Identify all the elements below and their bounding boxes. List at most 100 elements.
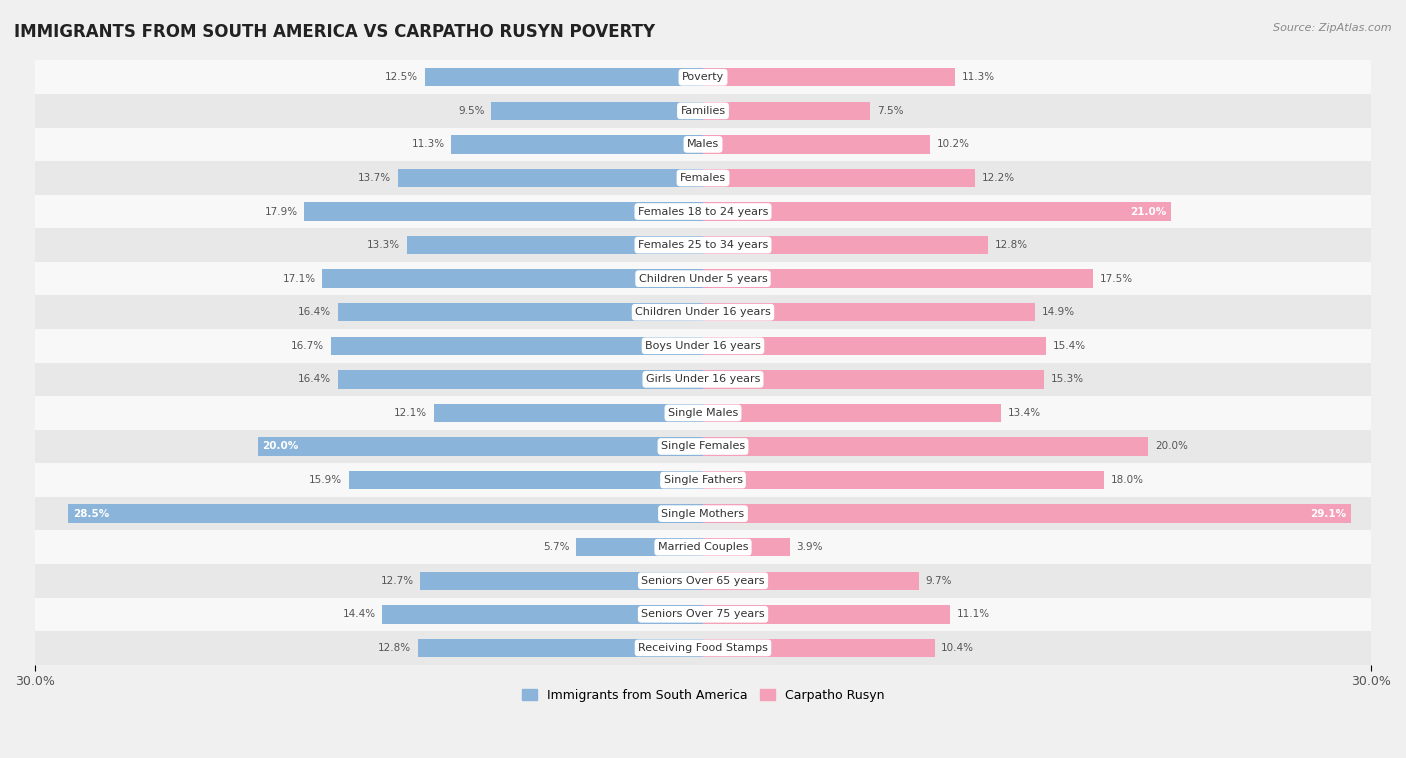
Text: 14.4%: 14.4% [343,609,375,619]
Bar [703,605,950,624]
Bar [322,269,703,288]
Text: Poverty: Poverty [682,72,724,83]
Text: Single Females: Single Females [661,441,745,452]
Bar [703,337,1046,355]
Text: Children Under 5 years: Children Under 5 years [638,274,768,283]
Text: 18.0%: 18.0% [1111,475,1143,485]
Bar [35,463,1371,496]
Text: Boys Under 16 years: Boys Under 16 years [645,341,761,351]
Bar [257,437,703,456]
Bar [425,68,703,86]
Bar [703,68,955,86]
Bar [35,396,1371,430]
Bar [35,195,1371,228]
Text: 17.5%: 17.5% [1099,274,1132,283]
Bar [451,135,703,154]
Text: Seniors Over 75 years: Seniors Over 75 years [641,609,765,619]
Text: Single Mothers: Single Mothers [661,509,745,518]
Bar [703,269,1092,288]
Bar [703,504,1351,523]
Bar [703,202,1171,221]
Text: 11.1%: 11.1% [957,609,990,619]
Bar [703,639,935,657]
Bar [35,228,1371,262]
Bar [703,102,870,120]
Text: 12.1%: 12.1% [394,408,427,418]
Bar [703,471,1104,489]
Text: 13.3%: 13.3% [367,240,401,250]
Bar [330,337,703,355]
Bar [398,169,703,187]
Text: 12.5%: 12.5% [385,72,418,83]
Bar [35,329,1371,362]
Bar [703,572,920,590]
Bar [35,564,1371,597]
Bar [703,236,988,255]
Bar [406,236,703,255]
Text: Single Males: Single Males [668,408,738,418]
Text: 16.4%: 16.4% [298,307,330,317]
Text: Females: Females [681,173,725,183]
Text: 3.9%: 3.9% [797,542,823,552]
Text: 28.5%: 28.5% [73,509,110,518]
Bar [703,437,1149,456]
Bar [35,94,1371,127]
Bar [35,430,1371,463]
Text: 16.7%: 16.7% [291,341,325,351]
Text: 9.5%: 9.5% [458,106,485,116]
Bar [35,496,1371,531]
Bar [304,202,703,221]
Text: 9.7%: 9.7% [925,576,952,586]
Bar [35,262,1371,296]
Text: IMMIGRANTS FROM SOUTH AMERICA VS CARPATHO RUSYN POVERTY: IMMIGRANTS FROM SOUTH AMERICA VS CARPATH… [14,23,655,41]
Text: 10.4%: 10.4% [941,643,974,653]
Bar [418,639,703,657]
Bar [703,404,1001,422]
Bar [703,303,1035,321]
Bar [703,538,790,556]
Text: 5.7%: 5.7% [543,542,569,552]
Text: 12.8%: 12.8% [994,240,1028,250]
Bar [492,102,703,120]
Text: Source: ZipAtlas.com: Source: ZipAtlas.com [1274,23,1392,33]
Text: 12.7%: 12.7% [381,576,413,586]
Text: 16.4%: 16.4% [298,374,330,384]
Bar [35,531,1371,564]
Text: 7.5%: 7.5% [877,106,903,116]
Bar [703,169,974,187]
Text: Single Fathers: Single Fathers [664,475,742,485]
Bar [576,538,703,556]
Text: Females 18 to 24 years: Females 18 to 24 years [638,206,768,217]
Text: 15.3%: 15.3% [1050,374,1084,384]
Text: 13.4%: 13.4% [1008,408,1042,418]
Bar [703,135,931,154]
Bar [35,127,1371,161]
Legend: Immigrants from South America, Carpatho Rusyn: Immigrants from South America, Carpatho … [516,684,890,706]
Text: 29.1%: 29.1% [1310,509,1347,518]
Bar [35,61,1371,94]
Bar [35,161,1371,195]
Text: 15.4%: 15.4% [1053,341,1085,351]
Text: 17.1%: 17.1% [283,274,315,283]
Bar [349,471,703,489]
Text: Seniors Over 65 years: Seniors Over 65 years [641,576,765,586]
Text: Receiving Food Stamps: Receiving Food Stamps [638,643,768,653]
Text: 10.2%: 10.2% [936,139,970,149]
Text: 21.0%: 21.0% [1130,206,1166,217]
Bar [382,605,703,624]
Text: 12.2%: 12.2% [981,173,1015,183]
Bar [35,631,1371,665]
Bar [337,370,703,389]
Text: 11.3%: 11.3% [962,72,994,83]
Bar [35,296,1371,329]
Text: Married Couples: Married Couples [658,542,748,552]
Text: Families: Families [681,106,725,116]
Text: 15.9%: 15.9% [309,475,342,485]
Bar [337,303,703,321]
Text: Females 25 to 34 years: Females 25 to 34 years [638,240,768,250]
Bar [69,504,703,523]
Bar [35,597,1371,631]
Bar [703,370,1043,389]
Text: 13.7%: 13.7% [359,173,391,183]
Text: 11.3%: 11.3% [412,139,444,149]
